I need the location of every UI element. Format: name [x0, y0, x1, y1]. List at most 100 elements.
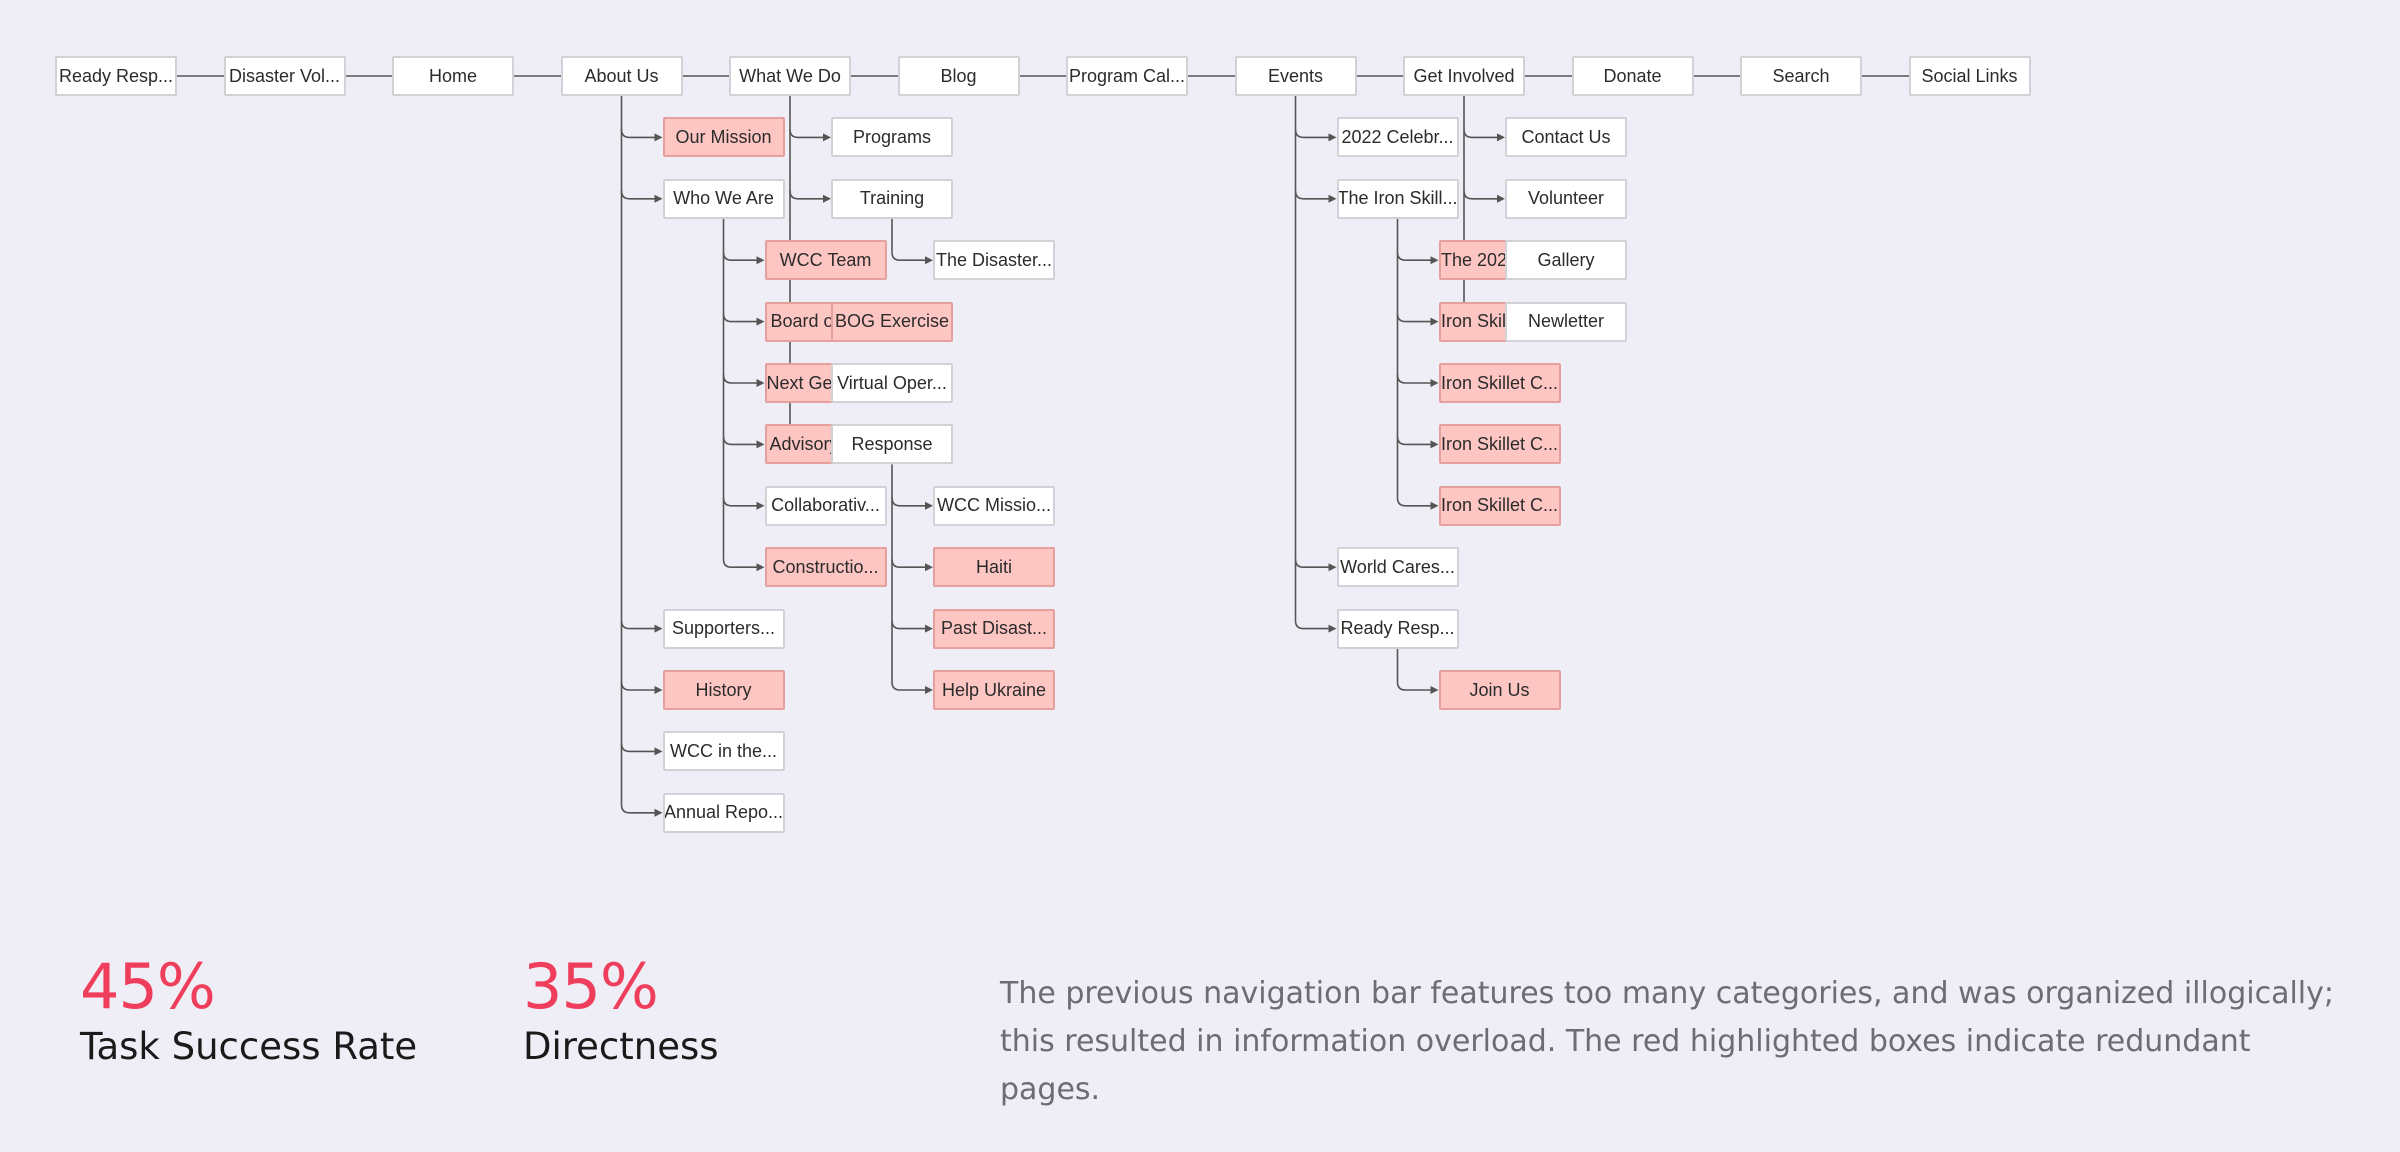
connector-elbow: [1294, 190, 1330, 200]
connector-elbow: [1396, 436, 1432, 446]
connector-arrow: [1430, 501, 1439, 510]
sitemap-diagram: Ready Resp... Disaster Vol... Home About Us…: [55, 56, 2031, 833]
connector-arrow: [756, 501, 765, 510]
metric-label: Task Success Rate: [80, 1025, 418, 1068]
connector-arrow: [1430, 440, 1439, 449]
connector-elbow: [722, 559, 758, 568]
metric-value: 45%: [80, 950, 216, 1023]
connector-arrow: [1430, 686, 1439, 694]
sitemap-node-wcc-team: WCC Team: [764, 240, 887, 281]
connector-elbow: [1396, 252, 1432, 261]
sitemap-node-contact-us: Contact Us: [1505, 117, 1627, 158]
connector-arrow: [1328, 563, 1337, 572]
connector-arrow: [654, 747, 663, 756]
sitemap-node-iron-skillet-c: Iron Skillet C...: [1438, 424, 1561, 465]
connector-elbow: [620, 681, 656, 691]
sitemap-node-collaborativ: Collaborativ...: [764, 485, 887, 526]
connector-arrow: [756, 379, 765, 387]
sitemap-node-program-cal: Program Cal...: [1066, 56, 1188, 96]
sitemap-node-search: Search: [1740, 56, 1862, 96]
connector-elbow: [1396, 374, 1432, 384]
sitemap-node-who-we-are: Who We Are: [662, 178, 785, 219]
sitemap-node-volunteer: Volunteer: [1505, 178, 1627, 219]
sitemap-node-the-disaster: The Disaster...: [933, 240, 1055, 281]
sitemap-node-join-us: Join Us: [1438, 670, 1561, 710]
connector-elbow: [1396, 497, 1432, 507]
connector-arrow: [654, 686, 663, 694]
connector-elbow: [891, 681, 926, 691]
connector-arrow: [925, 686, 933, 694]
sitemap-node-gallery: Gallery: [1505, 240, 1627, 281]
connector-elbow: [722, 436, 758, 446]
sitemap-node-iron-skillet-c: Iron Skillet C...: [1438, 363, 1561, 403]
metric-value: 35%: [523, 950, 659, 1023]
metric-label: Directness: [523, 1025, 719, 1068]
connector-elbow: [891, 559, 926, 568]
sitemap-node-virtual-oper: Virtual Oper...: [831, 363, 953, 403]
sitemap-node-social-links: Social Links: [1908, 56, 2031, 96]
sitemap-node-newletter: Newletter: [1505, 301, 1627, 342]
connector-elbow: [1463, 129, 1498, 139]
connector-arrow: [925, 563, 933, 572]
sitemap-node-training: Training: [831, 178, 953, 219]
connector-arrow: [1430, 379, 1439, 387]
connector-arrow: [925, 256, 933, 265]
connector-arrow: [1430, 256, 1439, 265]
connector-arrow: [1497, 194, 1505, 203]
sitemap-node-annual-repo: Annual Repo...: [662, 792, 785, 833]
connector-elbow: [1294, 129, 1330, 139]
sitemap-node-blog: Blog: [897, 56, 1020, 96]
connector-elbow: [722, 374, 758, 384]
connector-elbow: [620, 129, 656, 139]
connector-arrow: [1328, 133, 1337, 142]
sitemap-node-haiti: Haiti: [933, 547, 1055, 588]
sitemap-node-past-disast: Past Disast...: [933, 608, 1055, 649]
sitemap-node-about-us: About Us: [560, 56, 683, 96]
metric-directness: 35% Directness: [523, 952, 719, 1072]
connector-arrow: [654, 624, 663, 633]
connector-elbow: [722, 252, 758, 261]
sitemap-node-constructio: Constructio...: [764, 547, 887, 588]
sitemap-node-get-involved: Get Involved: [1403, 56, 1525, 96]
sitemap-node-help-ukraine: Help Ukraine: [933, 670, 1055, 710]
connector-arrow: [756, 256, 765, 265]
sitemap-node-donate: Donate: [1571, 56, 1694, 96]
sitemap-node-ready-resp: Ready Resp...: [1336, 608, 1459, 649]
connector-elbow: [1294, 620, 1330, 630]
connector-elbow: [891, 497, 926, 507]
connector-elbow: [722, 497, 758, 507]
connector-arrow: [654, 194, 663, 203]
connector-elbow: [722, 313, 758, 323]
connector-elbow: [789, 129, 824, 139]
sitemap-node-our-mission: Our Mission: [662, 117, 785, 158]
summary-note: The previous navigation bar features too…: [1000, 976, 2334, 1107]
connector-arrow: [756, 440, 765, 449]
sitemap-node-the-iron-skill: The Iron Skill...: [1336, 178, 1459, 219]
connector-arrow: [654, 808, 663, 817]
sitemap-node-history: History: [662, 670, 785, 710]
sitemap-node-response: Response: [831, 424, 953, 465]
connector-arrow: [823, 194, 831, 203]
connector-arrow: [1328, 194, 1337, 203]
connector-elbow: [620, 190, 656, 200]
connector-arrow: [1328, 624, 1337, 633]
connector-elbow: [1396, 681, 1432, 691]
connector-arrow: [925, 501, 933, 510]
connector-arrow: [823, 133, 831, 142]
sitemap-node-supporters: Supporters...: [662, 608, 785, 649]
connector-elbow: [1463, 190, 1498, 200]
connector-arrow: [756, 563, 765, 572]
connector-arrow: [1497, 133, 1505, 142]
connector-elbow: [891, 252, 926, 261]
connector-elbow: [620, 620, 656, 630]
connector-arrow: [925, 624, 933, 633]
sitemap-node-programs: Programs: [831, 117, 953, 158]
connector-elbow: [789, 190, 824, 200]
sitemap-node-what-we-do: What We Do: [729, 56, 851, 96]
sitemap-node-2022-celebr: 2022 Celebr...: [1336, 117, 1459, 158]
connector-elbow: [620, 743, 656, 753]
connector-elbow: [620, 804, 656, 814]
sitemap-node-wcc-missio: WCC Missio...: [933, 485, 1055, 526]
sitemap-node-iron-skillet-c: Iron Skillet C...: [1438, 485, 1561, 526]
connector-elbow: [1294, 559, 1330, 568]
